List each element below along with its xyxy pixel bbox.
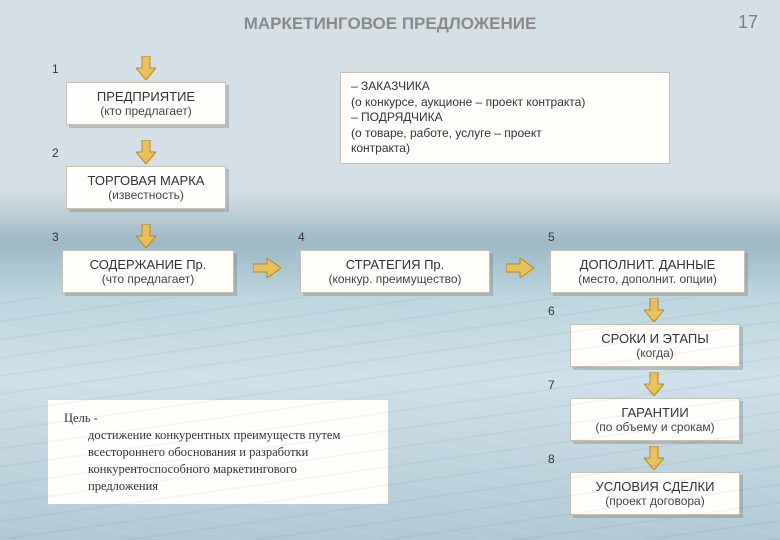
node-number: 4 bbox=[298, 230, 305, 244]
node-extra: ДОПОЛНИТ. ДАННЫЕ (место, дополнит. опции… bbox=[550, 250, 745, 293]
node-title: ПРЕДПРИЯТИЕ bbox=[75, 89, 217, 104]
slide-title: МАРКЕТИНГОВОЕ ПРЕДЛОЖЕНИЕ bbox=[0, 14, 780, 34]
page-number: 17 bbox=[738, 12, 758, 33]
node-timing: СРОКИ И ЭТАПЫ (когда) bbox=[570, 324, 740, 367]
info-line: (о конкурсе, аукционе – проект контракта… bbox=[351, 95, 659, 111]
node-content: СОДЕРЖАНИЕ Пр. (что предлагает) bbox=[62, 250, 234, 293]
node-number: 5 bbox=[548, 230, 555, 244]
arrow-down-icon bbox=[644, 372, 664, 396]
goal-line: всестороннего обоснования и разработки bbox=[88, 444, 372, 461]
node-guarantee: ГАРАНТИИ (по объему и срокам) bbox=[570, 398, 740, 441]
node-subtitle: (известность) bbox=[75, 188, 217, 202]
info-line: контракта) bbox=[351, 141, 659, 157]
info-line: (о товаре, работе, услуге – проект bbox=[351, 126, 659, 142]
node-brand: ТОРГОВАЯ МАРКА (известность) bbox=[66, 166, 226, 209]
node-title: СРОКИ И ЭТАПЫ bbox=[579, 331, 731, 346]
node-subtitle: (проект договора) bbox=[579, 494, 731, 508]
arrow-down-icon bbox=[136, 56, 156, 80]
node-subtitle: (место, дополнит. опции) bbox=[559, 272, 736, 286]
arrow-down-icon bbox=[644, 298, 664, 322]
node-number: 3 bbox=[52, 230, 59, 244]
goal-line: предложения bbox=[88, 478, 372, 495]
node-number: 8 bbox=[548, 452, 555, 466]
node-terms: УСЛОВИЯ СДЕЛКИ (проект договора) bbox=[570, 472, 740, 515]
node-number: 2 bbox=[52, 146, 59, 160]
goal-line: конкурентоспособного маркетингового bbox=[88, 461, 372, 478]
node-title: УСЛОВИЯ СДЕЛКИ bbox=[579, 479, 731, 494]
node-subtitle: (по объему и срокам) bbox=[579, 420, 731, 434]
node-number: 7 bbox=[548, 378, 555, 392]
goal-header: Цель - bbox=[64, 410, 372, 427]
node-subtitle: (когда) bbox=[579, 346, 731, 360]
node-number: 1 bbox=[52, 62, 59, 76]
slide-canvas: МАРКЕТИНГОВОЕ ПРЕДЛОЖЕНИЕ 17 – ЗАКАЗЧИКА… bbox=[0, 0, 780, 540]
node-subtitle: (конкур. преимущество) bbox=[309, 272, 481, 286]
arrow-down-icon bbox=[136, 140, 156, 164]
arrow-right-icon bbox=[506, 258, 534, 278]
node-strategy: СТРАТЕГИЯ Пр. (конкур. преимущество) bbox=[300, 250, 490, 293]
goal-line: достижение конкурентных преимуществ путе… bbox=[88, 427, 372, 444]
node-number: 6 bbox=[548, 304, 555, 318]
goal-box: Цель - достижение конкурентных преимущес… bbox=[48, 400, 388, 504]
node-title: СОДЕРЖАНИЕ Пр. bbox=[71, 257, 225, 272]
info-box: – ЗАКАЗЧИКА (о конкурсе, аукционе – прое… bbox=[340, 72, 670, 164]
info-line: – ПОДРЯДЧИКА bbox=[351, 110, 659, 126]
arrow-right-icon bbox=[253, 258, 281, 278]
node-title: СТРАТЕГИЯ Пр. bbox=[309, 257, 481, 272]
node-subtitle: (кто предлагает) bbox=[75, 104, 217, 118]
info-line: – ЗАКАЗЧИКА bbox=[351, 79, 659, 95]
node-title: ГАРАНТИИ bbox=[579, 405, 731, 420]
node-title: ДОПОЛНИТ. ДАННЫЕ bbox=[559, 257, 736, 272]
arrow-down-icon bbox=[136, 224, 156, 248]
node-title: ТОРГОВАЯ МАРКА bbox=[75, 173, 217, 188]
arrow-down-icon bbox=[644, 446, 664, 470]
node-subtitle: (что предлагает) bbox=[71, 272, 225, 286]
node-enterprise: ПРЕДПРИЯТИЕ (кто предлагает) bbox=[66, 82, 226, 125]
